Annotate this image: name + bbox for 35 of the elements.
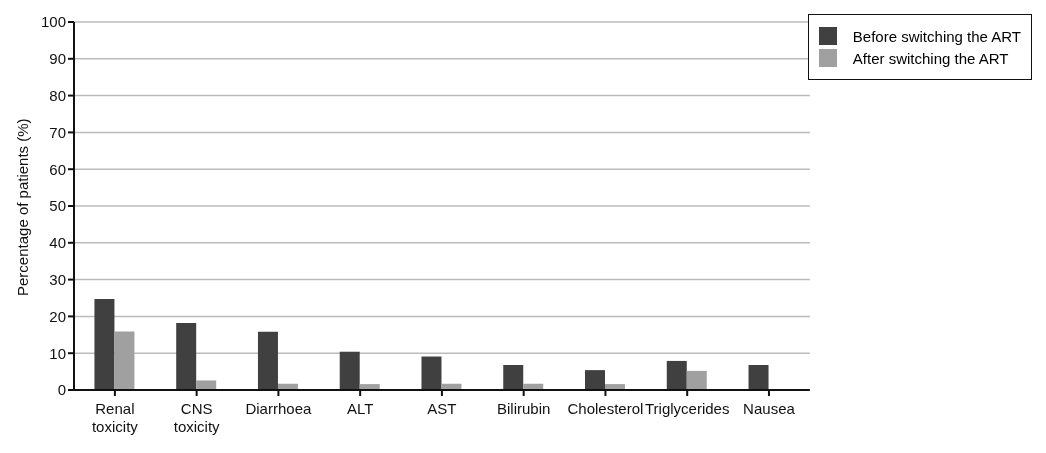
legend-label: Before switching the ART (852, 27, 1021, 45)
bar (686, 370, 707, 390)
bar (585, 370, 605, 390)
x-tick-label: Nausea (743, 400, 796, 417)
x-tick-label: Diarrhoea (245, 400, 312, 417)
bar (176, 323, 197, 390)
y-tick-label: 80 (49, 86, 66, 104)
x-tick-label: Triglycerides (644, 400, 730, 417)
bar (257, 331, 278, 390)
y-tick-label: 30 (49, 270, 66, 288)
y-tick-label: 70 (49, 123, 66, 141)
y-tick-label: 40 (49, 234, 66, 252)
bar (503, 364, 524, 390)
y-tick-label: 10 (49, 344, 66, 362)
y-tick-label: 60 (49, 160, 66, 178)
bar (114, 331, 135, 390)
x-tick-label: Bilirubin (497, 400, 551, 417)
y-axis-title: Percentage of patients (%) (14, 118, 32, 296)
y-tick-label: 0 (57, 381, 66, 399)
legend-label: After switching the ART (852, 49, 1009, 67)
x-tick-label: Cholesterol (567, 400, 644, 417)
y-tick-label: 100 (40, 13, 66, 31)
bar (421, 356, 442, 390)
x-tick-label: CNS toxicity (173, 400, 221, 435)
y-tick-label: 90 (49, 50, 66, 68)
y-tick-label: 50 (49, 197, 66, 215)
x-tick-label: ALT (346, 400, 374, 417)
bar (666, 360, 687, 390)
bar (196, 380, 217, 390)
bar (339, 351, 360, 390)
bar (748, 364, 769, 390)
x-tick-label: AST (427, 400, 457, 417)
y-tick-label: 20 (49, 307, 66, 325)
x-tick-label: Renal toxicity (91, 400, 139, 435)
bar (94, 299, 115, 390)
